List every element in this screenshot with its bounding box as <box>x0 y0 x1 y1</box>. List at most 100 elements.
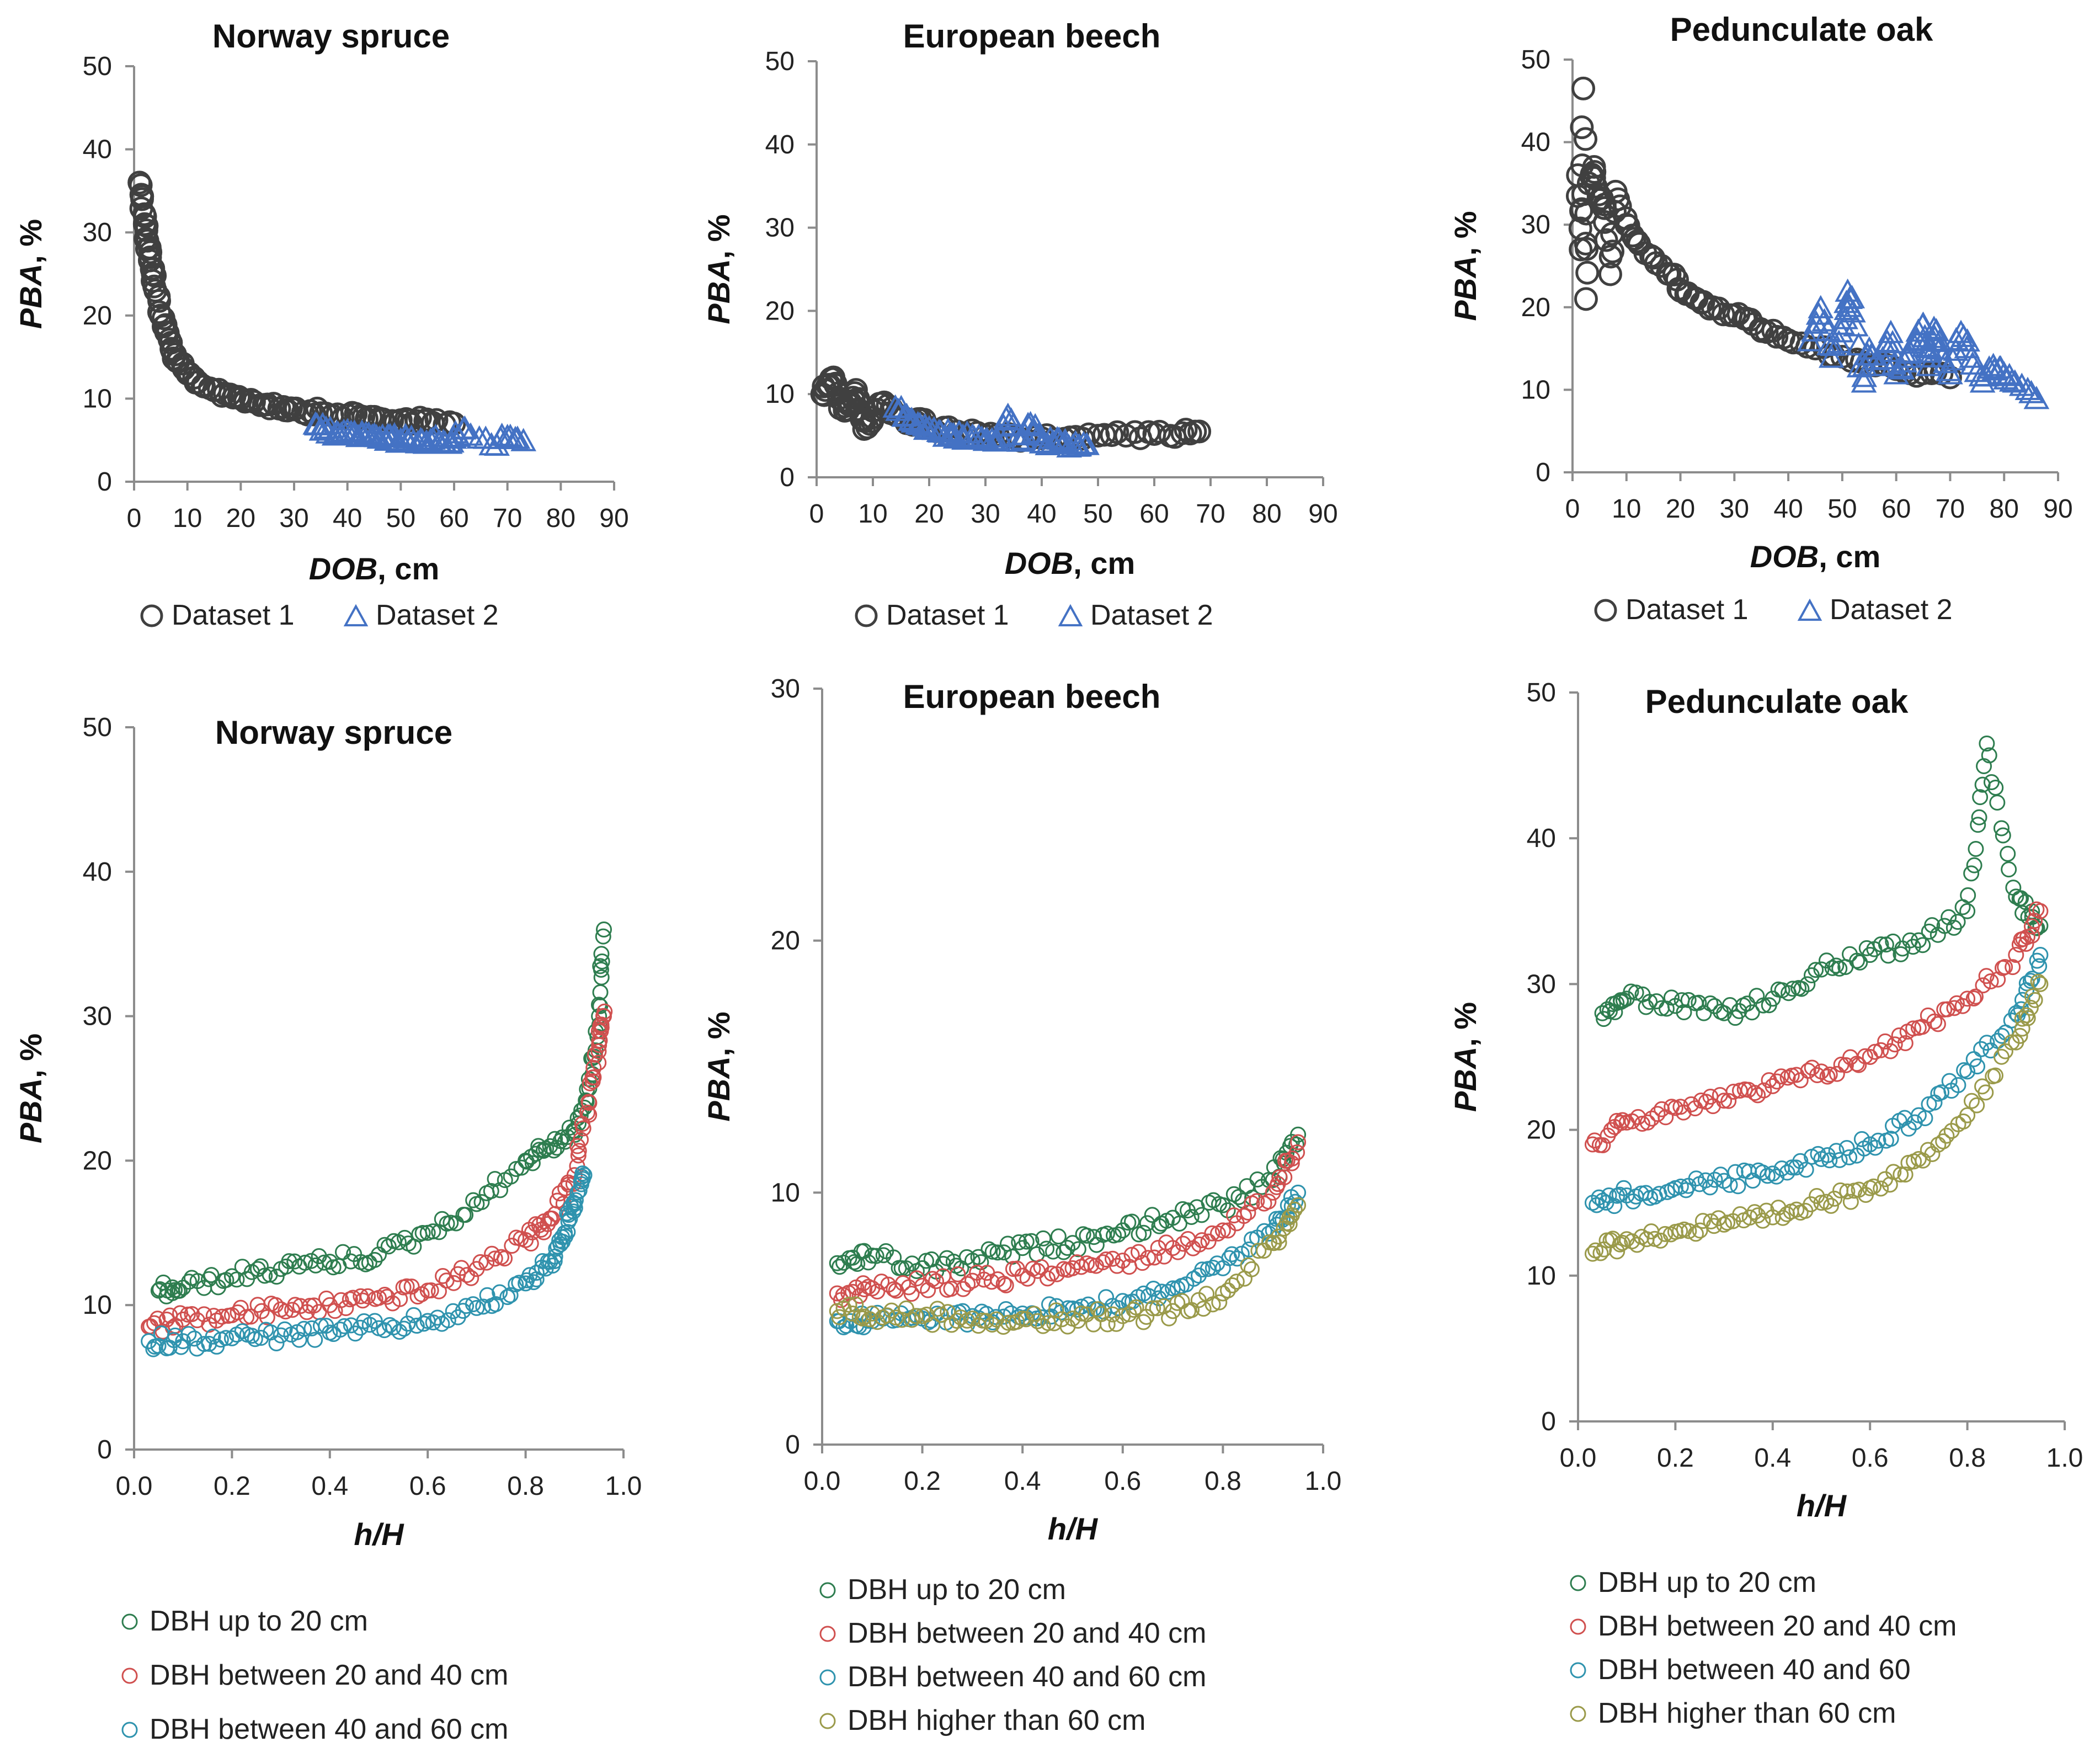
panel-spruce_dob: 0 10 20 30 40 50 0 10 20 30 40 50 60 70 80 90 Norway spr… <box>13 18 629 631</box>
data-point <box>1658 1000 1675 1017</box>
x-tick-label: 10 <box>173 504 202 533</box>
data-point <box>1870 1132 1886 1149</box>
data-point <box>1687 1226 1704 1242</box>
data-point <box>1744 1004 1760 1021</box>
data-point <box>1746 1204 1763 1221</box>
y-tick-label: 0 <box>1541 1407 1556 1436</box>
panel-oak_hH: 0 10 20 30 40 50 0.0 0.2 0.4 0.6 0.8 1.0 Pedunculate… <box>1448 678 2083 1729</box>
data-point <box>234 1323 250 1340</box>
data-point <box>1756 1082 1772 1099</box>
data-point <box>1045 1243 1062 1260</box>
data-point <box>2000 845 2016 862</box>
data-point <box>1805 301 1832 325</box>
data-point <box>1136 1224 1152 1241</box>
data-point <box>445 1275 462 1291</box>
data-point <box>1702 995 1719 1012</box>
data-point <box>560 1213 577 1230</box>
x-tick-label: 0.0 <box>1560 1443 1597 1473</box>
data-point <box>1099 1226 1115 1242</box>
y-tick-label: 20 <box>83 1146 112 1175</box>
legend-marker <box>819 1669 836 1686</box>
data-point <box>171 1282 188 1299</box>
data-point <box>217 1330 234 1346</box>
data-point <box>1915 353 1942 376</box>
data-point <box>415 1315 432 1332</box>
data-point <box>1271 1228 1287 1245</box>
data-point <box>2014 376 2041 401</box>
data-point <box>1920 1007 1936 1024</box>
data-point <box>1831 1152 1848 1168</box>
data-point <box>425 1223 441 1240</box>
data-point <box>1877 1033 1894 1050</box>
data-point <box>593 946 610 962</box>
data-point <box>147 289 172 313</box>
chart-title: Pedunculate oak <box>1670 11 1933 48</box>
data-point <box>1971 809 1987 825</box>
y-tick-label: 50 <box>1527 678 1556 707</box>
data-point <box>1064 1235 1081 1251</box>
data-point <box>1146 1249 1163 1266</box>
data-point <box>2032 976 2049 992</box>
data-point <box>1755 1212 1771 1229</box>
data-point <box>920 1314 937 1330</box>
data-point <box>1170 421 1195 445</box>
y-axis-label: PBA, % <box>701 1011 736 1121</box>
data-point <box>1975 977 1991 994</box>
data-point <box>1819 1068 1836 1085</box>
data-point <box>1000 1314 1016 1331</box>
x-axis-label: h/H <box>1797 1488 1847 1523</box>
legend-label: Dataset 2 <box>1090 599 1213 631</box>
data-point <box>2030 973 2046 990</box>
data-point <box>1837 1057 1854 1073</box>
data-point <box>1784 981 1801 997</box>
data-point <box>1601 239 1625 264</box>
data-point <box>1059 1239 1075 1256</box>
data-point <box>562 1211 578 1227</box>
x-tick-label: 1.0 <box>605 1472 642 1501</box>
data-point <box>1910 311 1936 335</box>
data-point <box>1831 960 1848 977</box>
data-point <box>596 921 612 938</box>
data-point <box>435 1267 451 1284</box>
data-point <box>1187 419 1212 444</box>
data-point <box>443 1214 459 1231</box>
x-tick-label: 0.0 <box>804 1467 841 1496</box>
series-dbh-up-to-20-cm <box>829 1126 1307 1280</box>
data-point <box>1249 1193 1265 1210</box>
data-point <box>1584 1245 1601 1262</box>
chart-title: Norway spruce <box>212 18 450 55</box>
data-point <box>1085 1316 1102 1333</box>
data-point <box>392 1291 408 1307</box>
y-tick-label: 40 <box>1521 128 1550 157</box>
data-point <box>2022 999 2039 1016</box>
data-point <box>483 1182 499 1199</box>
data-point <box>1897 1166 1914 1183</box>
data-point <box>1920 1142 1936 1158</box>
x-tick-label: 0.2 <box>904 1467 941 1496</box>
data-point <box>960 1276 976 1292</box>
series-dbh-between-20-and-40-cm <box>141 1003 613 1340</box>
data-point <box>1798 1162 1814 1178</box>
data-point <box>1692 1222 1708 1239</box>
data-point <box>1022 413 1048 436</box>
data-point <box>1601 1187 1617 1203</box>
chart-title: Norway spruce <box>215 714 452 751</box>
data-point <box>1809 1067 1826 1083</box>
data-point <box>1897 1035 1914 1052</box>
data-point <box>1720 1093 1737 1109</box>
data-point <box>1879 338 1906 362</box>
legend-marker <box>1570 1618 1586 1635</box>
data-point <box>1582 166 1606 190</box>
data-point <box>2008 947 2024 963</box>
x-tick-label: 40 <box>1773 494 1803 524</box>
legend-label: DBH between 40 and 60 cm <box>848 1661 1206 1693</box>
data-point <box>1691 994 1707 1011</box>
x-tick-label: 0.2 <box>214 1472 250 1501</box>
data-point <box>573 1132 589 1148</box>
data-point <box>510 428 537 451</box>
x-axis-label: DOB, cm <box>309 551 440 586</box>
data-point <box>832 1259 848 1275</box>
data-point <box>1842 313 1869 337</box>
data-point <box>1638 1185 1654 1201</box>
x-tick-label: 90 <box>2043 494 2072 524</box>
